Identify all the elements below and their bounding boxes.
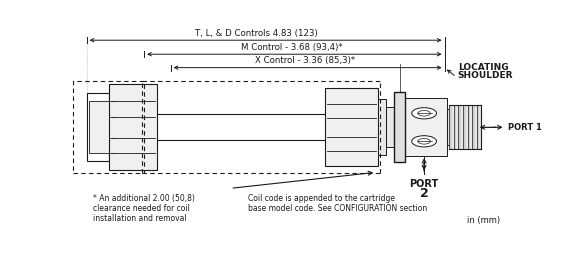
Circle shape (412, 136, 437, 147)
Bar (89, 101, 109, 153)
Bar (449, 105, 452, 149)
Text: SHOULDER: SHOULDER (458, 71, 513, 80)
Text: * An additional 2.00 (50,8): * An additional 2.00 (50,8) (93, 194, 195, 203)
Bar (378, 99, 386, 155)
Bar (449, 105, 481, 149)
Polygon shape (325, 88, 378, 166)
Bar (467, 105, 470, 149)
Text: PORT: PORT (409, 179, 439, 189)
Bar (472, 105, 475, 149)
Text: PORT 1: PORT 1 (508, 123, 542, 132)
Polygon shape (109, 84, 157, 170)
Bar (477, 105, 479, 149)
Text: LOCATING: LOCATING (458, 63, 508, 72)
Bar (386, 107, 394, 147)
Bar (394, 92, 405, 162)
Text: Coil code is appended to the cartridge: Coil code is appended to the cartridge (248, 194, 395, 203)
Text: T, L, & D Controls 4.83 (123): T, L, & D Controls 4.83 (123) (196, 29, 318, 38)
Text: installation and removal: installation and removal (93, 214, 187, 223)
Bar (463, 105, 466, 149)
Text: clearance needed for coil: clearance needed for coil (93, 204, 190, 213)
Text: base model code. See CONFIGURATION section: base model code. See CONFIGURATION secti… (248, 204, 427, 213)
Bar (458, 105, 461, 149)
Circle shape (412, 108, 437, 119)
Bar (454, 105, 457, 149)
Bar (405, 98, 447, 156)
Bar (447, 109, 449, 145)
Text: X Control - 3.36 (85,3)*: X Control - 3.36 (85,3)* (255, 56, 356, 65)
Bar (87, 93, 109, 161)
Bar (157, 114, 325, 140)
Text: in (mm): in (mm) (467, 216, 500, 225)
Text: 2: 2 (420, 187, 429, 200)
Text: M Control - 3.68 (93,4)*: M Control - 3.68 (93,4)* (241, 43, 343, 52)
